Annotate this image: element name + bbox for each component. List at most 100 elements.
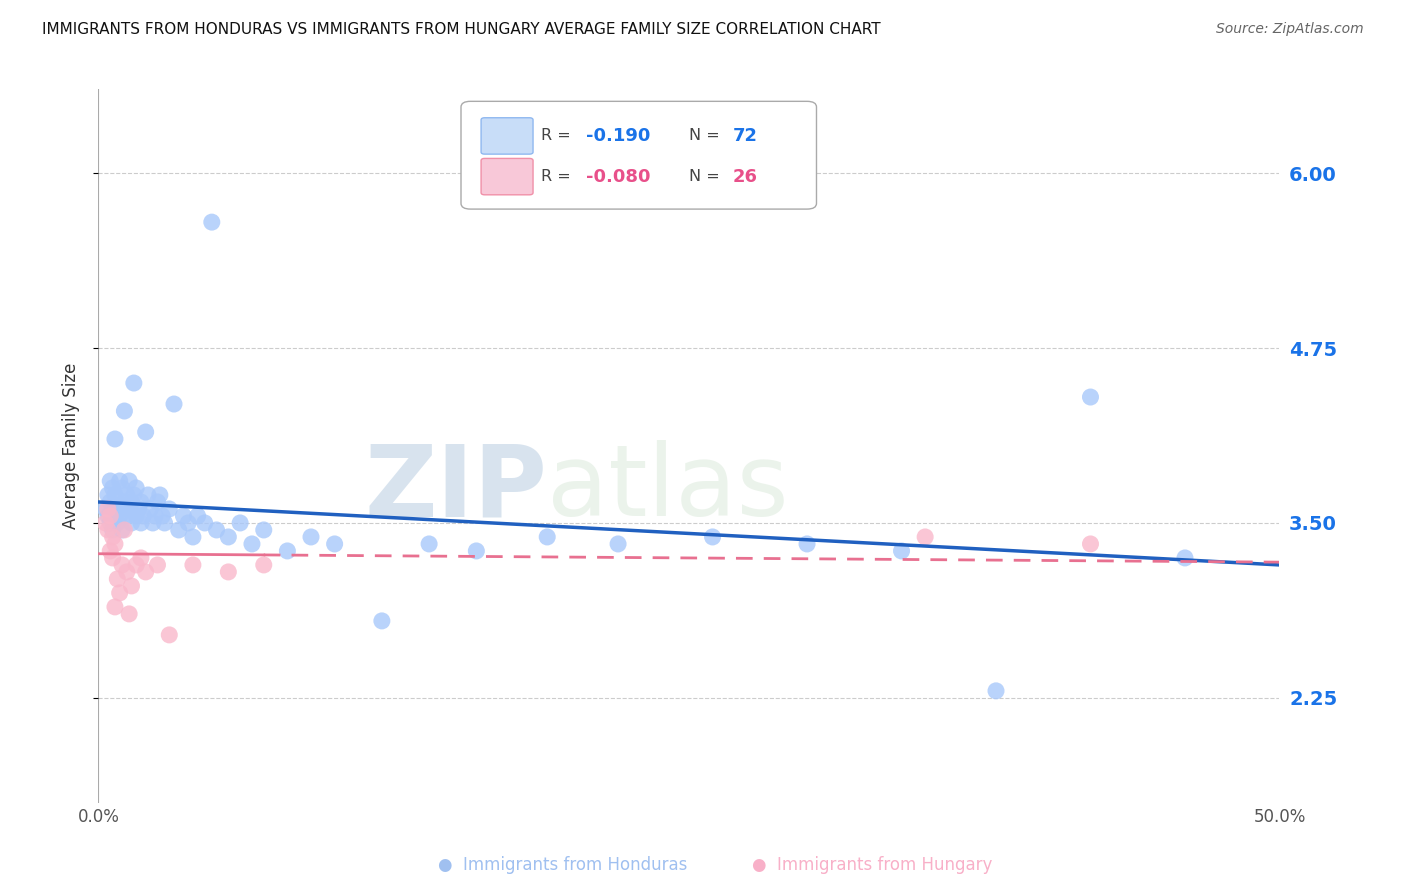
Point xyxy=(1174,550,1197,565)
Point xyxy=(914,530,936,544)
Point xyxy=(112,404,135,418)
Point xyxy=(115,565,138,579)
Point xyxy=(201,215,224,229)
Point xyxy=(217,530,239,544)
Point xyxy=(125,558,148,572)
Point xyxy=(177,516,200,530)
Point xyxy=(253,523,276,537)
Point xyxy=(129,550,152,565)
Text: N =: N = xyxy=(689,169,720,185)
Point xyxy=(371,614,394,628)
Point xyxy=(115,488,138,502)
Text: -0.190: -0.190 xyxy=(586,127,651,145)
Y-axis label: Average Family Size: Average Family Size xyxy=(62,363,80,529)
Point xyxy=(105,516,128,530)
Point xyxy=(132,508,155,523)
Point xyxy=(157,502,180,516)
Point xyxy=(1080,390,1102,404)
Point xyxy=(118,607,141,621)
Point xyxy=(125,508,148,523)
FancyBboxPatch shape xyxy=(481,118,533,154)
Point xyxy=(98,474,121,488)
Point xyxy=(97,523,120,537)
Point xyxy=(607,537,630,551)
Point xyxy=(101,481,124,495)
Text: IMMIGRANTS FROM HONDURAS VS IMMIGRANTS FROM HUNGARY AVERAGE FAMILY SIZE CORRELAT: IMMIGRANTS FROM HONDURAS VS IMMIGRANTS F… xyxy=(42,22,880,37)
Point xyxy=(796,537,818,551)
Point xyxy=(146,495,169,509)
Point xyxy=(111,481,134,495)
Text: ZIP: ZIP xyxy=(364,441,547,537)
Point xyxy=(194,516,217,530)
Point xyxy=(172,508,194,523)
Point xyxy=(98,495,121,509)
Point xyxy=(465,544,488,558)
Text: R =: R = xyxy=(541,169,571,185)
Text: R =: R = xyxy=(541,128,571,143)
Point xyxy=(101,530,124,544)
Point xyxy=(128,502,150,516)
Point xyxy=(129,516,152,530)
Text: -0.080: -0.080 xyxy=(586,168,651,186)
Point xyxy=(323,537,346,551)
Point xyxy=(105,572,128,586)
Point xyxy=(104,488,127,502)
Point xyxy=(111,502,134,516)
Text: Source: ZipAtlas.com: Source: ZipAtlas.com xyxy=(1216,22,1364,37)
Point xyxy=(163,397,186,411)
Text: ●  Immigrants from Honduras: ● Immigrants from Honduras xyxy=(437,855,688,873)
Point xyxy=(205,523,228,537)
Point xyxy=(111,558,134,572)
Point xyxy=(142,516,165,530)
Point xyxy=(150,508,173,523)
Point xyxy=(299,530,322,544)
Point xyxy=(108,508,131,523)
Point xyxy=(97,488,120,502)
Point xyxy=(276,544,298,558)
Point xyxy=(890,544,912,558)
Point xyxy=(118,502,141,516)
Point xyxy=(121,579,143,593)
Point xyxy=(108,586,131,600)
Point xyxy=(112,523,135,537)
Text: N =: N = xyxy=(689,128,720,143)
Point xyxy=(118,474,141,488)
Point xyxy=(104,599,127,614)
Text: 26: 26 xyxy=(733,168,758,186)
Point xyxy=(536,530,558,544)
Point xyxy=(115,508,138,523)
Point xyxy=(98,508,121,523)
Point xyxy=(105,495,128,509)
Point xyxy=(181,558,204,572)
Point xyxy=(104,508,127,523)
Point xyxy=(143,508,166,523)
Point xyxy=(139,502,162,516)
FancyBboxPatch shape xyxy=(461,102,817,209)
Point xyxy=(122,488,145,502)
Point xyxy=(125,481,148,495)
Point xyxy=(418,537,440,551)
Point xyxy=(111,523,134,537)
Point xyxy=(149,488,172,502)
Point xyxy=(97,502,120,516)
Point xyxy=(121,516,143,530)
Point xyxy=(121,495,143,509)
Point xyxy=(101,502,124,516)
Text: atlas: atlas xyxy=(547,441,789,537)
Point xyxy=(122,376,145,390)
Point xyxy=(101,523,124,537)
Point xyxy=(112,495,135,509)
Point xyxy=(97,508,120,523)
FancyBboxPatch shape xyxy=(481,159,533,194)
Point xyxy=(181,530,204,544)
Point xyxy=(984,684,1007,698)
Point xyxy=(108,474,131,488)
Point xyxy=(94,516,117,530)
Point xyxy=(157,628,180,642)
Point xyxy=(187,508,209,523)
Point xyxy=(167,523,190,537)
Point xyxy=(146,558,169,572)
Point xyxy=(135,425,157,439)
Point xyxy=(98,516,121,530)
Point xyxy=(240,537,263,551)
